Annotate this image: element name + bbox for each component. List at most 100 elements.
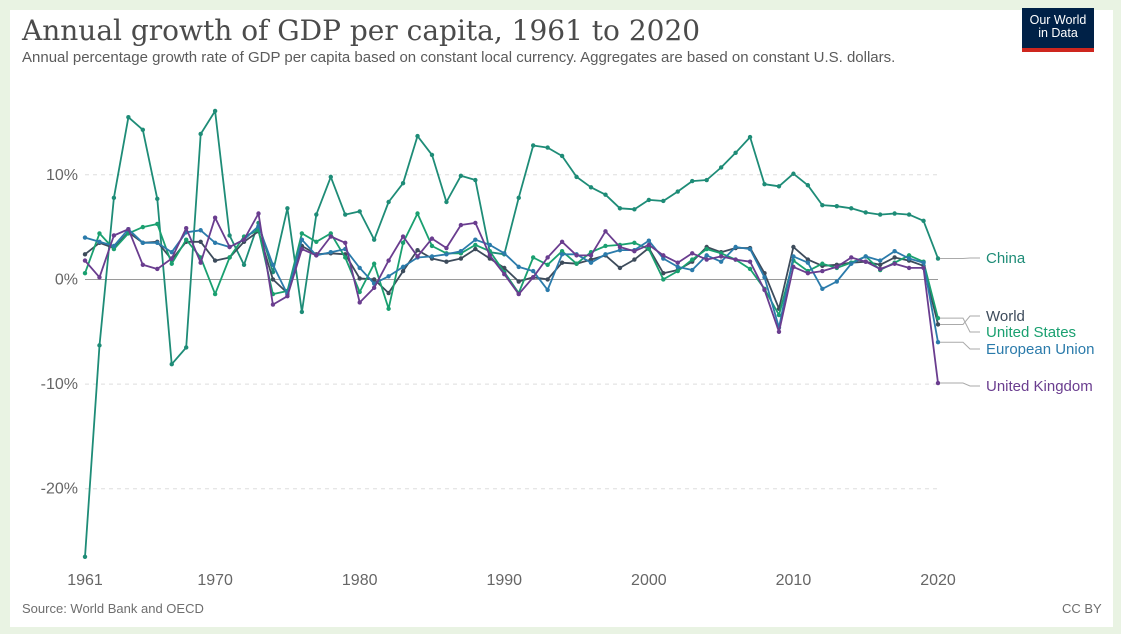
data-point[interactable] — [386, 290, 391, 296]
data-point[interactable] — [530, 143, 536, 148]
data-point[interactable] — [892, 261, 897, 266]
data-point[interactable] — [588, 253, 594, 258]
data-point[interactable] — [588, 257, 594, 262]
data-point[interactable] — [718, 165, 724, 170]
data-point[interactable] — [343, 240, 348, 246]
legend-label-world[interactable]: World — [986, 308, 1025, 325]
data-point[interactable] — [314, 253, 319, 258]
data-point[interactable] — [473, 242, 478, 248]
data-point[interactable] — [877, 266, 883, 272]
data-point[interactable] — [169, 256, 174, 261]
data-point[interactable] — [690, 267, 695, 273]
data-point[interactable] — [212, 258, 218, 263]
data-point[interactable] — [906, 212, 912, 217]
data-point[interactable] — [588, 260, 594, 265]
data-point[interactable] — [747, 246, 753, 252]
data-point[interactable] — [386, 274, 391, 279]
data-point[interactable] — [906, 253, 912, 258]
data-point[interactable] — [646, 242, 652, 248]
data-point[interactable] — [357, 265, 362, 271]
data-point[interactable] — [892, 255, 897, 260]
data-point[interactable] — [675, 264, 680, 270]
data-point[interactable] — [747, 266, 753, 272]
data-point[interactable] — [429, 236, 435, 241]
data-point[interactable] — [299, 246, 305, 252]
data-point[interactable] — [487, 242, 493, 248]
data-point[interactable] — [646, 246, 652, 252]
data-point[interactable] — [82, 270, 88, 276]
data-point[interactable] — [646, 197, 652, 203]
data-point[interactable] — [935, 256, 941, 261]
data-point[interactable] — [718, 251, 724, 256]
data-point[interactable] — [184, 225, 189, 231]
data-point[interactable] — [632, 240, 637, 246]
series-line-world[interactable] — [84, 230, 939, 325]
data-point[interactable] — [661, 256, 666, 261]
series-line-china[interactable] — [84, 110, 939, 557]
data-point[interactable] — [400, 268, 406, 274]
data-point[interactable] — [516, 264, 521, 270]
data-point[interactable] — [762, 275, 767, 280]
data-point[interactable] — [169, 362, 174, 367]
data-point[interactable] — [516, 279, 521, 284]
data-point[interactable] — [935, 380, 941, 386]
legend-label-united-states[interactable]: United States — [986, 324, 1076, 341]
data-point[interactable] — [559, 260, 565, 265]
series-line-united-kingdom[interactable] — [84, 212, 939, 384]
data-point[interactable] — [314, 239, 319, 244]
data-point[interactable] — [675, 260, 680, 265]
data-point[interactable] — [733, 257, 738, 262]
data-point[interactable] — [328, 174, 333, 180]
data-point[interactable] — [661, 277, 666, 282]
data-point[interactable] — [762, 287, 767, 293]
data-point[interactable] — [444, 245, 449, 251]
data-point[interactable] — [776, 312, 782, 318]
data-point[interactable] — [155, 240, 160, 246]
data-point[interactable] — [184, 345, 189, 350]
data-point[interactable] — [241, 237, 247, 242]
data-point[interactable] — [473, 237, 478, 242]
data-point[interactable] — [140, 262, 146, 267]
data-point[interactable] — [574, 253, 579, 258]
data-point[interactable] — [400, 234, 406, 239]
data-point[interactable] — [935, 322, 941, 327]
data-point[interactable] — [444, 259, 449, 264]
data-point[interactable] — [661, 253, 666, 258]
data-point[interactable] — [545, 145, 550, 150]
data-point[interactable] — [371, 237, 377, 242]
data-point[interactable] — [473, 177, 478, 183]
data-point[interactable] — [617, 247, 623, 253]
data-point[interactable] — [921, 218, 926, 224]
data-point[interactable] — [863, 259, 868, 264]
data-point[interactable] — [617, 206, 623, 211]
data-point[interactable] — [155, 196, 160, 202]
data-point[interactable] — [559, 239, 565, 244]
data-point[interactable] — [126, 115, 131, 120]
data-point[interactable] — [516, 195, 521, 201]
data-point[interactable] — [791, 254, 796, 259]
data-point[interactable] — [588, 185, 594, 190]
data-point[interactable] — [198, 228, 203, 233]
data-point[interactable] — [617, 244, 623, 250]
data-point[interactable] — [906, 256, 912, 261]
data-point[interactable] — [791, 264, 796, 270]
data-point[interactable] — [632, 248, 637, 254]
data-point[interactable] — [357, 300, 362, 305]
data-point[interactable] — [733, 244, 738, 250]
data-point[interactable] — [256, 211, 261, 216]
data-point[interactable] — [892, 248, 897, 254]
data-point[interactable] — [603, 192, 608, 197]
data-point[interactable] — [502, 251, 507, 256]
data-point[interactable] — [198, 131, 203, 137]
data-point[interactable] — [690, 257, 695, 262]
data-point[interactable] — [155, 221, 160, 227]
data-point[interactable] — [155, 266, 160, 272]
data-point[interactable] — [111, 195, 117, 201]
data-point[interactable] — [241, 262, 247, 267]
data-point[interactable] — [82, 252, 88, 257]
data-point[interactable] — [632, 257, 637, 262]
data-point[interactable] — [184, 237, 189, 242]
data-point[interactable] — [776, 184, 782, 189]
data-point[interactable] — [458, 222, 464, 228]
data-point[interactable] — [690, 251, 695, 256]
